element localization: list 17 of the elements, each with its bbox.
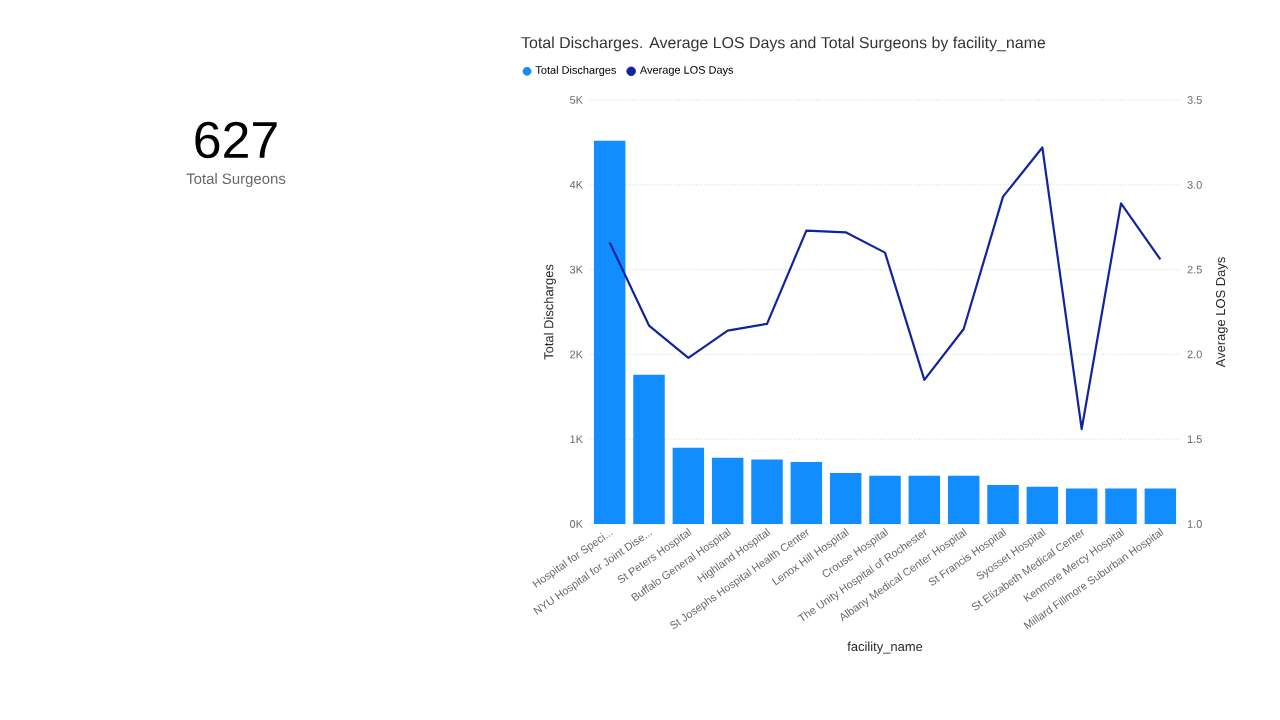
text: 627	[195, 121, 277, 159]
bar	[633, 374, 665, 524]
bar	[869, 475, 901, 524]
bar	[1144, 488, 1177, 524]
bar	[829, 473, 862, 524]
bar	[593, 140, 626, 524]
line-series	[608, 146, 1162, 431]
bar	[711, 457, 744, 524]
bar	[672, 447, 705, 524]
bar	[1065, 488, 1098, 524]
bar	[790, 462, 823, 524]
bar	[1105, 488, 1137, 524]
bar	[947, 475, 980, 524]
bar	[908, 475, 941, 524]
bar	[751, 459, 783, 524]
bar	[987, 484, 1019, 524]
bar	[1026, 486, 1059, 524]
